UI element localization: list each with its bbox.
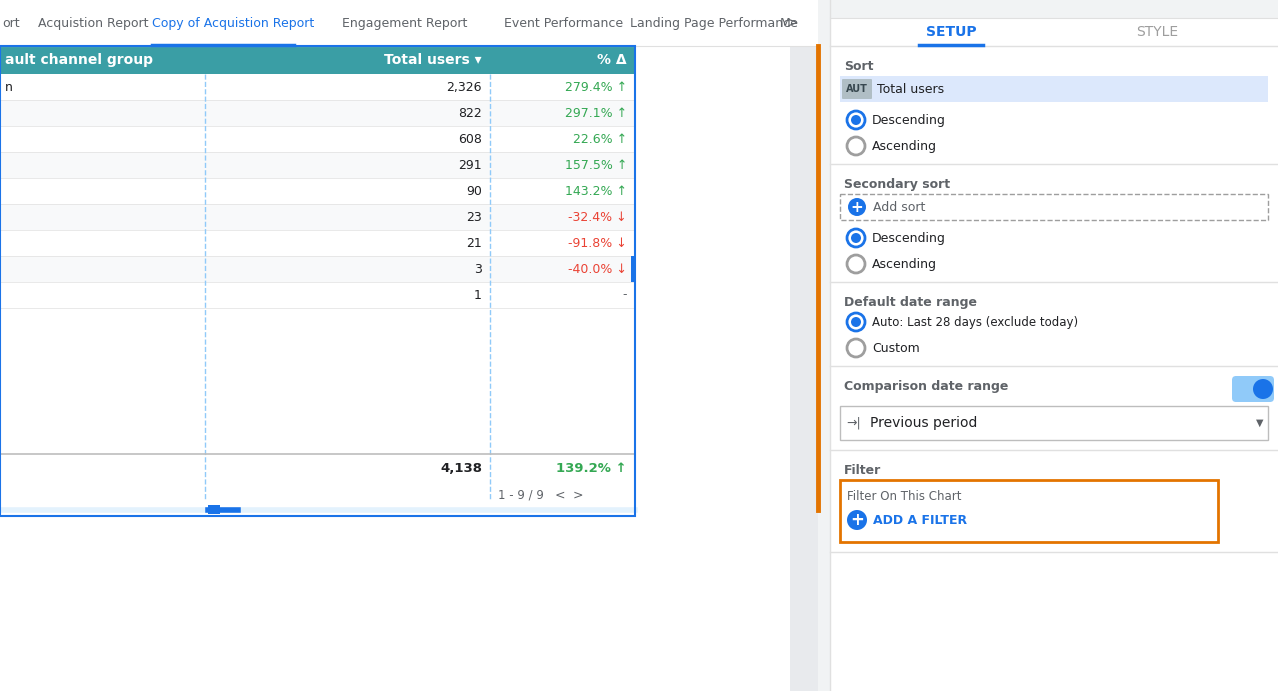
Text: 143.2% ↑: 143.2% ↑ (565, 184, 627, 198)
Circle shape (1252, 379, 1273, 399)
FancyBboxPatch shape (0, 308, 635, 455)
Circle shape (847, 510, 866, 530)
Text: >: > (573, 489, 583, 502)
FancyBboxPatch shape (0, 282, 635, 308)
FancyBboxPatch shape (0, 46, 635, 74)
Text: SETUP: SETUP (925, 25, 976, 39)
Text: Descending: Descending (872, 231, 946, 245)
FancyBboxPatch shape (0, 230, 635, 256)
Text: ort: ort (3, 17, 19, 30)
Text: ADD A FILTER: ADD A FILTER (873, 513, 967, 527)
FancyBboxPatch shape (0, 126, 635, 152)
Text: →|: →| (846, 417, 861, 430)
Text: Filter On This Chart: Filter On This Chart (847, 490, 961, 503)
FancyBboxPatch shape (208, 505, 220, 514)
Text: 157.5% ↑: 157.5% ↑ (565, 158, 627, 171)
FancyBboxPatch shape (0, 0, 818, 46)
Text: 22.6% ↑: 22.6% ↑ (573, 133, 627, 146)
Text: 1: 1 (474, 289, 482, 301)
FancyBboxPatch shape (829, 0, 1278, 18)
Text: 608: 608 (458, 133, 482, 146)
FancyBboxPatch shape (0, 256, 635, 282)
Text: -91.8% ↓: -91.8% ↓ (569, 236, 627, 249)
Text: Default date range: Default date range (843, 296, 976, 309)
Text: Descending: Descending (872, 113, 946, 126)
Circle shape (851, 233, 861, 243)
Text: STYLE: STYLE (1136, 25, 1178, 39)
Circle shape (851, 115, 861, 125)
Text: AUT: AUT (846, 84, 868, 94)
FancyBboxPatch shape (631, 256, 636, 282)
Text: 2,326: 2,326 (446, 80, 482, 93)
Text: n: n (5, 80, 13, 93)
FancyBboxPatch shape (0, 454, 635, 482)
Text: Ascending: Ascending (872, 140, 937, 153)
Text: Custom: Custom (872, 341, 920, 354)
Text: Add sort: Add sort (873, 200, 925, 214)
FancyBboxPatch shape (790, 0, 818, 691)
Text: 90: 90 (466, 184, 482, 198)
Text: 297.1% ↑: 297.1% ↑ (565, 106, 627, 120)
FancyBboxPatch shape (0, 484, 635, 506)
Text: 4,138: 4,138 (440, 462, 482, 475)
Text: Previous period: Previous period (870, 416, 978, 430)
Text: % Δ: % Δ (597, 53, 627, 67)
FancyBboxPatch shape (1232, 376, 1274, 402)
Text: 1 - 9 / 9: 1 - 9 / 9 (498, 489, 544, 502)
FancyBboxPatch shape (829, 0, 1278, 691)
Text: Filter: Filter (843, 464, 882, 477)
FancyBboxPatch shape (840, 480, 1218, 542)
Text: -40.0% ↓: -40.0% ↓ (569, 263, 627, 276)
Text: M: M (780, 17, 791, 30)
Text: <: < (555, 489, 565, 502)
FancyBboxPatch shape (0, 152, 635, 178)
Text: Ascending: Ascending (872, 258, 937, 270)
Text: Comparison date range: Comparison date range (843, 380, 1008, 393)
Text: +: + (851, 200, 864, 214)
Text: 822: 822 (459, 106, 482, 120)
FancyBboxPatch shape (0, 0, 818, 691)
Text: >: > (786, 16, 797, 30)
FancyBboxPatch shape (0, 204, 635, 230)
Text: Event Performance: Event Performance (504, 17, 624, 30)
Text: Copy of Acquistion Report: Copy of Acquistion Report (152, 17, 314, 30)
Text: Acquistion Report: Acquistion Report (38, 17, 148, 30)
Text: Secondary sort: Secondary sort (843, 178, 950, 191)
Text: 3: 3 (474, 263, 482, 276)
Text: 21: 21 (466, 236, 482, 249)
Text: ault channel group: ault channel group (5, 53, 153, 67)
Text: 139.2% ↑: 139.2% ↑ (556, 462, 627, 475)
Circle shape (849, 198, 866, 216)
Text: Landing Page Performance: Landing Page Performance (630, 17, 797, 30)
FancyBboxPatch shape (0, 74, 635, 100)
Text: Sort: Sort (843, 60, 873, 73)
Text: 279.4% ↑: 279.4% ↑ (565, 80, 627, 93)
FancyBboxPatch shape (0, 100, 635, 126)
Circle shape (851, 317, 861, 327)
Text: -: - (622, 289, 627, 301)
Text: +: + (850, 511, 864, 529)
FancyBboxPatch shape (840, 76, 1268, 102)
Text: Auto: Last 28 days (exclude today): Auto: Last 28 days (exclude today) (872, 316, 1079, 328)
Text: Total users ▾: Total users ▾ (385, 53, 482, 67)
Text: 23: 23 (466, 211, 482, 223)
FancyBboxPatch shape (840, 406, 1268, 440)
Text: ▼: ▼ (1256, 418, 1264, 428)
FancyBboxPatch shape (842, 79, 872, 99)
Text: -32.4% ↓: -32.4% ↓ (569, 211, 627, 223)
FancyBboxPatch shape (0, 178, 635, 204)
Text: Engagement Report: Engagement Report (343, 17, 468, 30)
Text: 291: 291 (459, 158, 482, 171)
Text: Total users: Total users (877, 82, 944, 95)
